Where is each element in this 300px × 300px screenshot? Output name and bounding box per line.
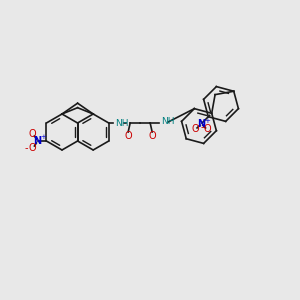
Text: -: - bbox=[25, 143, 28, 153]
Text: O: O bbox=[192, 124, 200, 134]
Text: O: O bbox=[28, 129, 36, 139]
Text: O: O bbox=[148, 131, 156, 141]
Text: +: + bbox=[40, 134, 46, 140]
Text: O: O bbox=[28, 143, 36, 153]
Text: +: + bbox=[204, 118, 210, 124]
Text: NH: NH bbox=[115, 118, 129, 127]
Text: O: O bbox=[203, 124, 211, 134]
Text: O: O bbox=[124, 131, 132, 141]
Text: -: - bbox=[201, 122, 204, 132]
Text: NH: NH bbox=[161, 118, 175, 127]
Text: N: N bbox=[197, 119, 206, 129]
Text: N: N bbox=[33, 136, 41, 146]
